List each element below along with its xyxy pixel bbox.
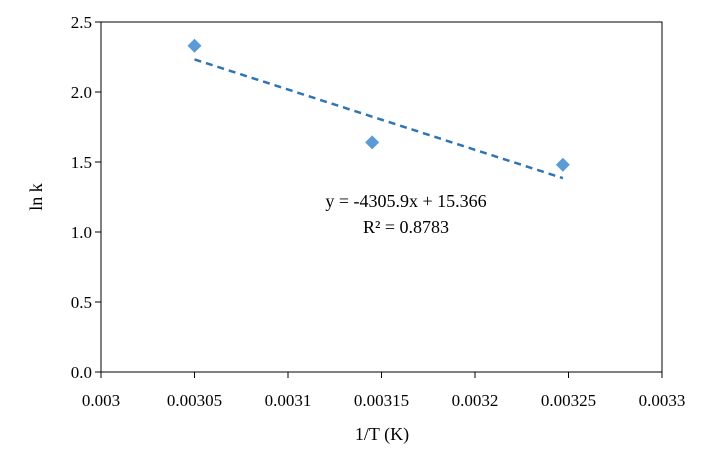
data-points — [187, 38, 570, 172]
x-axis-label: 1/T (K) — [355, 424, 409, 445]
trendline-r-squared: R² = 0.8783 — [363, 217, 449, 237]
data-point — [365, 135, 380, 150]
y-axis-ticks: 0.0 0.5 1.0 1.5 2.0 2.5 — [71, 13, 101, 382]
trendline-equation: y = -4305.9x + 15.366 — [325, 191, 486, 211]
data-point — [555, 157, 570, 172]
y-tick-label: 1.0 — [71, 223, 92, 242]
y-tick-label: 0.5 — [71, 293, 92, 312]
x-axis-ticks: 0.003 0.00305 0.0031 0.00315 0.0032 0.00325 0.… — [82, 372, 686, 410]
y-tick-label: 2.0 — [71, 83, 92, 102]
x-tick-label: 0.0031 — [265, 391, 312, 410]
y-tick-label: 0.0 — [71, 363, 92, 382]
y-tick-label: 1.5 — [71, 153, 92, 172]
x-tick-label: 0.003 — [82, 391, 120, 410]
x-tick-label: 0.00305 — [167, 391, 222, 410]
plot-area — [100, 21, 663, 373]
data-point — [187, 38, 202, 53]
x-tick-label: 0.0033 — [639, 391, 686, 410]
x-tick-label: 0.00325 — [541, 391, 596, 410]
x-tick-label: 0.0032 — [452, 391, 499, 410]
y-axis-label: ln k — [26, 183, 46, 211]
trendline — [194, 58, 564, 180]
y-tick-label: 2.5 — [71, 13, 92, 32]
x-tick-label: 0.00315 — [354, 391, 409, 410]
